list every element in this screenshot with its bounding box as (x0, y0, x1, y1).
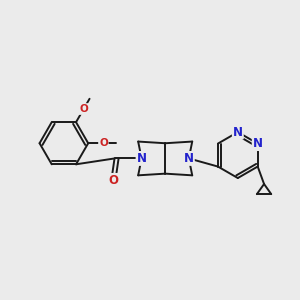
Text: N: N (136, 152, 147, 165)
Text: O: O (109, 174, 119, 187)
Text: O: O (79, 104, 88, 114)
Text: N: N (184, 152, 194, 165)
Text: N: N (233, 126, 243, 139)
Text: O: O (99, 138, 108, 148)
Text: N: N (253, 137, 263, 150)
